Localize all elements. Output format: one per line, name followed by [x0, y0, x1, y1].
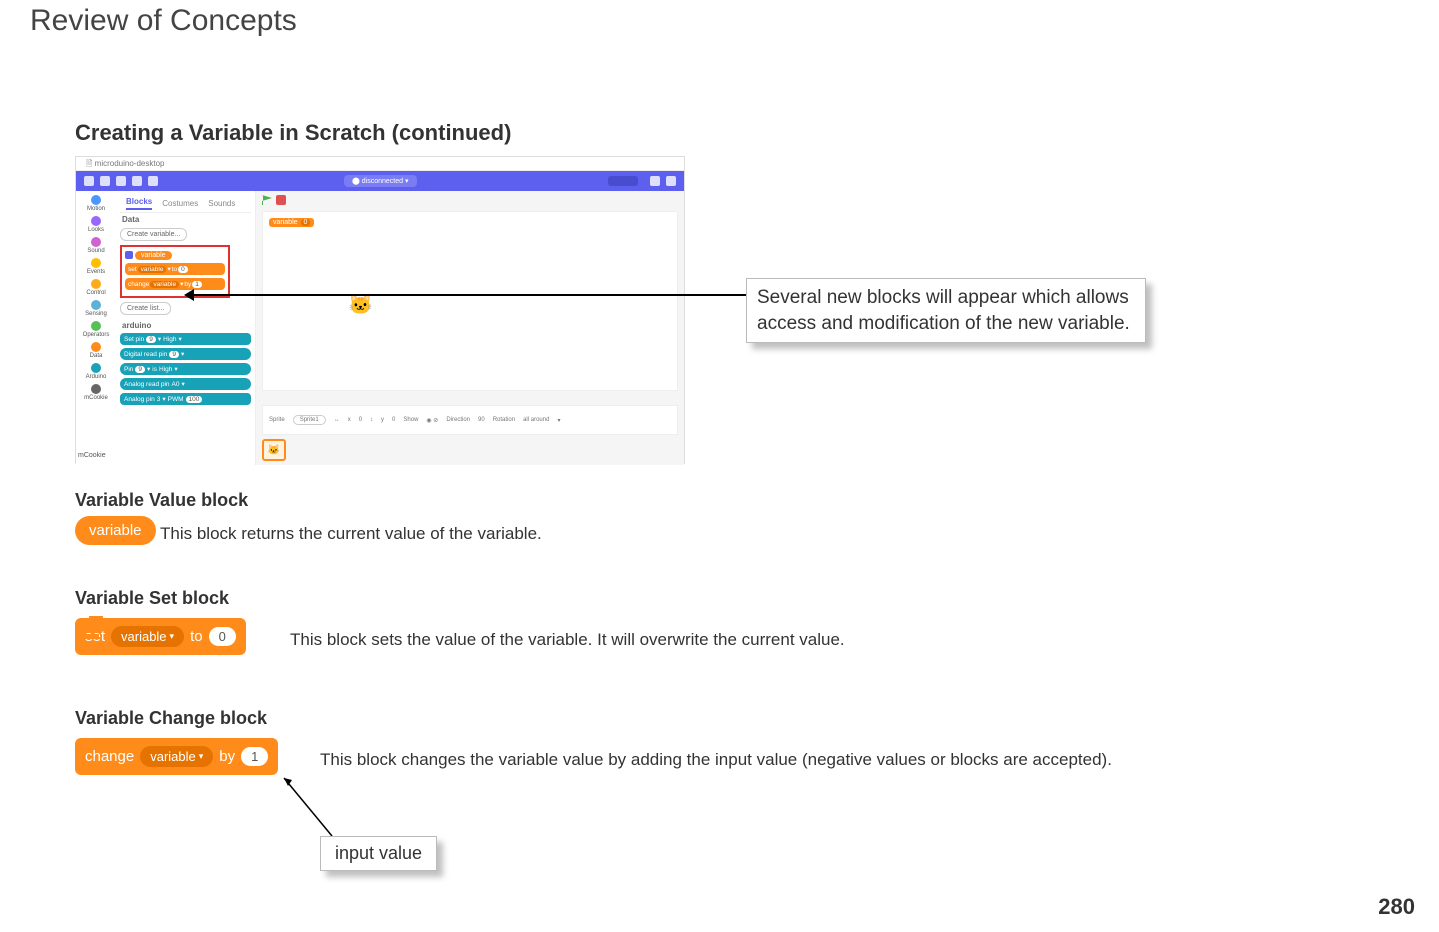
category-dot-icon	[91, 384, 101, 394]
category-label: Sensing	[85, 311, 107, 317]
category-dot-icon	[91, 321, 101, 331]
tab-costumes: Costumes	[162, 199, 198, 208]
category-arduino: Arduino	[86, 363, 107, 380]
callout-new-blocks: Several new blocks will appear which all…	[746, 278, 1146, 343]
blocks-column: Blocks Costumes Sounds Data Create varia…	[116, 191, 255, 465]
category-motion: Motion	[87, 195, 105, 212]
stage-canvas: variable0 🐱	[262, 211, 678, 391]
right-toggle	[608, 176, 638, 186]
category-column: Motion Looks Sound Events Control Sensing Oper…	[76, 191, 116, 465]
set-variable-dropdown: variable	[111, 626, 184, 647]
set-value-slot: 0	[209, 627, 236, 646]
category-dot-icon	[91, 279, 101, 289]
heading-variable-change: Variable Change block	[75, 708, 267, 729]
mini-set-block: set variable▾ to 0	[125, 263, 225, 275]
category-label: Operators	[83, 332, 110, 338]
section-subtitle: Creating a Variable in Scratch (continue…	[75, 120, 511, 146]
heading-variable-value: Variable Value block	[75, 490, 248, 511]
change-by-keyword: by	[219, 748, 235, 765]
window-title: microduino-desktop	[95, 159, 165, 168]
variable-value-desc: This block returns the current value of …	[160, 524, 542, 544]
variable-value-block: variable	[75, 516, 156, 545]
category-data: Data	[90, 342, 103, 359]
category-label: Events	[87, 269, 105, 275]
sprite-info-bar: SpriteSprite1 ↔x0 ↕y0 Show◉ ⊘ Direction9…	[262, 405, 678, 435]
connection-status: ⬤ disconnected ▾	[344, 175, 417, 187]
page-number: 280	[1378, 894, 1415, 920]
set-to-keyword: to	[190, 628, 203, 645]
category-dot-icon	[91, 258, 101, 268]
category-label: mCookie	[84, 395, 108, 401]
highlighted-blocks: variable set variable▾ to 0 change varia…	[120, 245, 230, 298]
category-label: Control	[86, 290, 105, 296]
tab-blocks: Blocks	[126, 197, 152, 210]
save-icon	[116, 176, 126, 186]
category-dot-icon	[91, 195, 101, 205]
page-title: Review of Concepts	[30, 4, 297, 38]
category-label: Arduino	[86, 374, 107, 380]
app-toolbar: ⬤ disconnected ▾	[76, 171, 684, 191]
category-label: Sound	[87, 248, 104, 254]
layout-icon	[650, 176, 660, 186]
category-label: Motion	[87, 206, 105, 212]
teal-block-4: Analog read pinA0▾	[120, 378, 251, 390]
change-variable-dropdown: variable	[140, 746, 213, 767]
teal-block-2: Digital read pin9▾	[120, 348, 251, 360]
variable-set-block: set variable to 0	[75, 618, 246, 655]
teal-block-1: Set pin9▾High▾	[120, 333, 251, 345]
category-looks: Looks	[88, 216, 104, 233]
folder-icon	[100, 176, 110, 186]
undo-icon	[132, 176, 142, 186]
category-operators: Operators	[83, 321, 110, 338]
variable-change-block: change variable by 1	[75, 738, 278, 775]
teal-block-5: Analog pin3▾PWM100	[120, 393, 251, 405]
category-sound: Sound	[87, 237, 104, 254]
callout-arrow-2	[282, 776, 342, 838]
data-category-label: Data	[122, 215, 251, 224]
category-events: Events	[87, 258, 105, 275]
file-icon	[84, 176, 94, 186]
category-dot-icon	[91, 342, 101, 352]
category-sensing: Sensing	[85, 300, 107, 317]
teal-block-3: Pin9▾isHigh▾	[120, 363, 251, 375]
doc-icon: 🗎	[86, 159, 92, 168]
window-titlebar: 🗎 microduino-desktop	[76, 157, 684, 171]
arduino-category-label: arduino	[122, 321, 251, 330]
sprite-thumbnail: 🐱	[262, 439, 286, 461]
heading-variable-set: Variable Set block	[75, 588, 229, 609]
green-flag-icon	[262, 195, 272, 205]
mini-variable-pill: variable	[135, 251, 172, 260]
settings-icon	[666, 176, 676, 186]
callout-arrow-1	[188, 294, 746, 296]
create-variable-button: Create variable...	[120, 228, 187, 241]
variable-change-desc: This block changes the variable value by…	[320, 750, 1112, 770]
category-dot-icon	[91, 363, 101, 373]
create-list-button: Create list...	[120, 302, 171, 315]
left-panel: Motion Looks Sound Events Control Sensing Oper…	[76, 191, 256, 465]
tab-sounds: Sounds	[208, 199, 235, 208]
category-label: Data	[90, 353, 103, 359]
category-dot-icon	[91, 237, 101, 247]
mcookie-label: mCookie	[78, 452, 106, 459]
set-keyword: set	[85, 628, 105, 645]
variable-set-desc: This block sets the value of the variabl…	[290, 630, 845, 650]
category-control: Control	[86, 279, 105, 296]
checkbox-icon	[125, 251, 133, 259]
change-value-slot: 1	[241, 747, 268, 766]
stage-variable-readout: variable0	[269, 218, 314, 227]
change-keyword: change	[85, 748, 134, 765]
stage-panel: variable0 🐱 SpriteSprite1 ↔x0 ↕y0 Show◉ …	[256, 191, 684, 465]
callout-input-value: input value	[320, 836, 437, 871]
mini-change-block: change variable▾ by 1	[125, 278, 225, 290]
category-dot-icon	[91, 216, 101, 226]
category-label: Looks	[88, 227, 104, 233]
category-dot-icon	[91, 300, 101, 310]
scratch-screenshot: 🗎 microduino-desktop ⬤ disconnected ▾ Mo…	[75, 156, 685, 464]
redo-icon	[148, 176, 158, 186]
editor-tabs: Blocks Costumes Sounds	[120, 195, 251, 213]
stop-icon	[276, 195, 286, 205]
category-mcookie: mCookie	[84, 384, 108, 401]
